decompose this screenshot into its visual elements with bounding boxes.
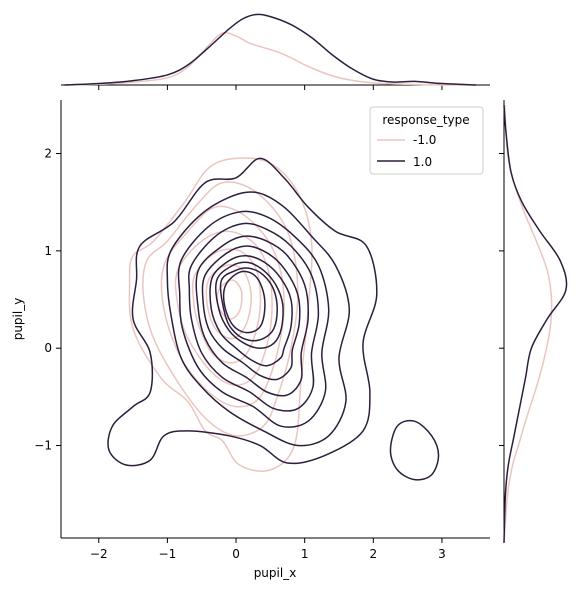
- x-tick-label: −1: [159, 547, 177, 561]
- contour-series-neg: [128, 157, 313, 472]
- legend-frame: [369, 106, 484, 175]
- legend-label-neg: -1.0: [413, 133, 436, 147]
- x-tick-label: 0: [232, 547, 240, 561]
- contour-level-5: [195, 235, 310, 397]
- contour-level-6: [205, 264, 252, 340]
- contour-level-9: [219, 267, 278, 342]
- y-tick-label: 1: [44, 244, 52, 258]
- contour-level-10: [222, 270, 266, 334]
- contour-level-8: [215, 261, 284, 349]
- x-axis-label: pupil_x: [254, 566, 297, 580]
- contour-level-4: [188, 222, 320, 412]
- legend-title: response_type: [382, 113, 469, 127]
- legend-label-pos: 1.0: [413, 155, 432, 169]
- right-marginal-curve-pos: [503, 104, 568, 543]
- x-tick-label: 3: [438, 547, 446, 561]
- top-marginal-curve-neg: [64, 31, 477, 86]
- contour-level-1: [107, 157, 378, 467]
- top-marginal-curve-pos: [64, 13, 477, 86]
- y-tick-label: 2: [44, 147, 52, 161]
- contour-layer: [107, 157, 440, 481]
- y-tick-label: 0: [44, 341, 52, 355]
- contour-level-2: [166, 191, 351, 447]
- right-marginal-curves: [503, 104, 568, 543]
- legend: response_type -1.0 1.0: [369, 106, 484, 175]
- y-ticks: −1 0 1 2: [34, 147, 61, 453]
- right-marginal-ticks: [499, 153, 504, 447]
- top-marginal-axes: [61, 13, 490, 90]
- top-marginal-curves: [64, 13, 477, 86]
- contour-level-4: [174, 230, 273, 386]
- contour-island-1-0: [389, 419, 440, 481]
- contour-level-1: [128, 157, 313, 472]
- contour-level-6: [201, 245, 301, 381]
- contour-series-pos: [107, 157, 440, 481]
- y-tick-label: −1: [34, 439, 52, 453]
- contour-level-7: [209, 254, 293, 367]
- y-axis-label: pupil_y: [11, 298, 25, 341]
- contour-level-3: [177, 210, 330, 428]
- x-tick-label: 1: [301, 547, 309, 561]
- x-ticks: −2 −1 0 1 2 3: [90, 538, 446, 561]
- x-tick-label: −2: [90, 547, 108, 561]
- right-marginal-axes: [499, 100, 568, 543]
- x-tick-label: 2: [369, 547, 377, 561]
- joint-axes: −2 −1 0 1 2 3 −1 0 1 2 pupil_x pupil_y: [11, 100, 490, 580]
- top-marginal-ticks: [98, 85, 443, 90]
